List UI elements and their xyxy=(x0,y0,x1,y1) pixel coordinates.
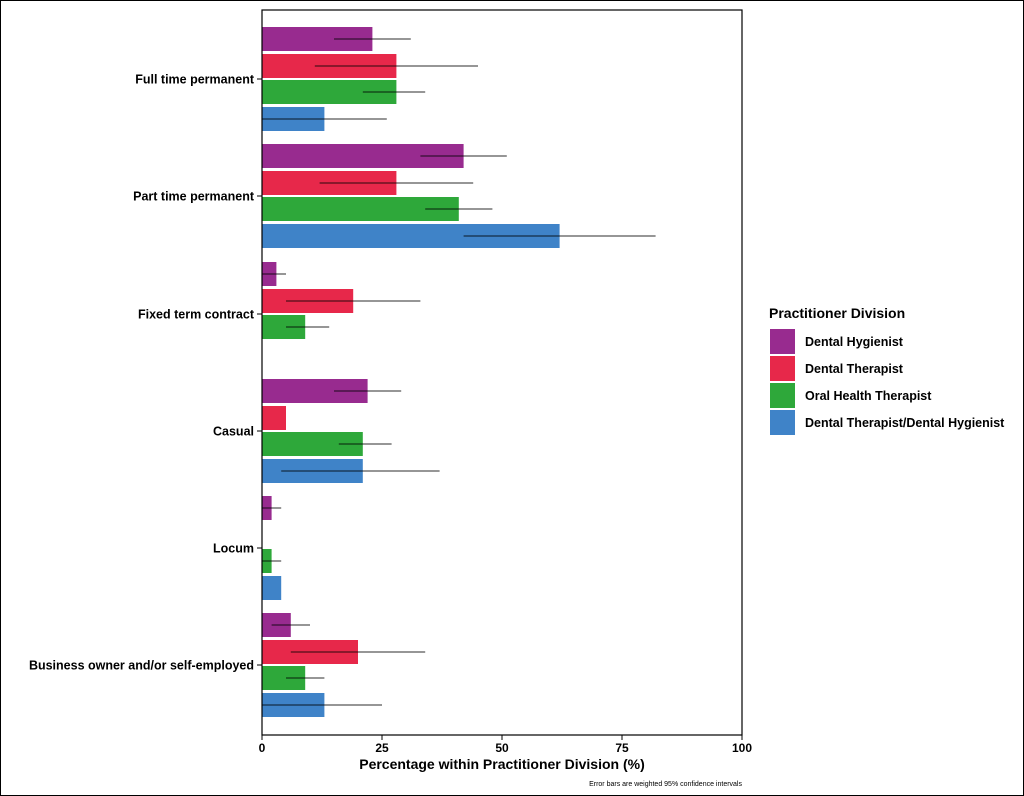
legend-title: Practitioner Division xyxy=(769,305,905,321)
legend-label-1: Dental Therapist xyxy=(805,362,904,376)
x-tick-label-2: 50 xyxy=(495,741,509,755)
category-label-0: Full time permanent xyxy=(135,73,255,87)
x-tick-label-0: 0 xyxy=(259,741,266,755)
x-axis-title: Percentage within Practitioner Division … xyxy=(359,756,645,772)
legend-label-3: Dental Therapist/Dental Hygienist xyxy=(805,416,1005,430)
bar-3-4 xyxy=(262,576,282,600)
legend-swatch-3 xyxy=(770,410,795,435)
category-label-2: Fixed term contract xyxy=(138,308,255,322)
bar-1-3 xyxy=(262,406,286,430)
legend-swatch-0 xyxy=(770,329,795,354)
category-label-1: Part time permanent xyxy=(133,190,255,204)
chart-caption: Error bars are weighted 95% confidence i… xyxy=(589,781,742,788)
legend-swatch-1 xyxy=(770,356,795,381)
x-tick-label-3: 75 xyxy=(615,741,629,755)
category-label-3: Casual xyxy=(213,425,254,439)
x-tick-label-4: 100 xyxy=(732,741,752,755)
category-label-5: Business owner and/or self-employed xyxy=(29,659,254,673)
legend-swatch-2 xyxy=(770,383,795,408)
category-label-4: Locum xyxy=(213,542,254,556)
x-tick-label-1: 25 xyxy=(375,741,389,755)
legend-label-0: Dental Hygienist xyxy=(805,335,904,349)
legend-label-2: Oral Health Therapist xyxy=(805,389,932,403)
